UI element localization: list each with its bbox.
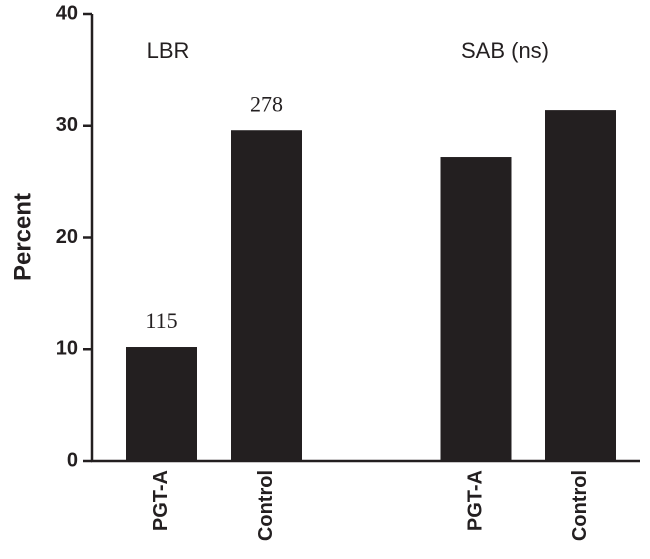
y-tick-label: 20: [56, 226, 78, 248]
y-axis-label: Percent: [9, 193, 36, 281]
group-label: SAB (ns): [461, 38, 549, 63]
bar: [231, 130, 302, 461]
bar: [440, 157, 512, 462]
y-tick-label: 40: [56, 2, 78, 24]
y-tick-label: 30: [56, 114, 78, 136]
y-tick-label: 0: [67, 449, 78, 471]
group-label: LBR: [147, 38, 190, 63]
x-tick-label: Control: [255, 470, 277, 541]
annotation: 278: [250, 91, 283, 116]
annotation: 115: [145, 308, 177, 333]
x-tick-label: PGT-A: [464, 470, 486, 531]
y-tick-label: 10: [56, 338, 78, 360]
bar: [126, 347, 197, 461]
x-tick-label: Control: [569, 470, 591, 541]
x-tick-label: PGT-A: [150, 470, 172, 531]
bar: [545, 110, 616, 461]
